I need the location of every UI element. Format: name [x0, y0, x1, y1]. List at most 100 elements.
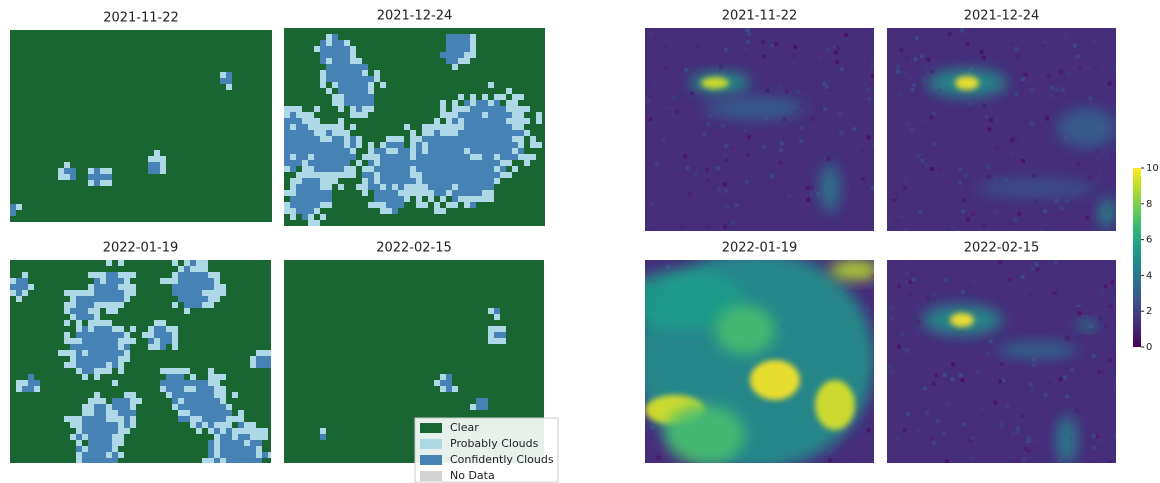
cloud-cell [296, 124, 302, 130]
noise-cell [1108, 444, 1112, 448]
cloud-cell [494, 106, 500, 112]
heatmap [645, 28, 877, 231]
cloud-cell [16, 284, 22, 290]
cloud-cell [410, 190, 416, 196]
cloud-cell [308, 208, 314, 214]
cloud-cell [34, 386, 40, 392]
noise-cell [1065, 33, 1069, 37]
cloud-cell [470, 40, 476, 46]
cloud-cell [404, 166, 410, 172]
noise-cell [1025, 390, 1029, 394]
cloud-cell [500, 166, 506, 172]
cloud-cell [88, 422, 94, 428]
cloud-cell [112, 410, 118, 416]
heatmap [887, 260, 1120, 466]
noise-cell [993, 401, 997, 405]
cloud-cell [220, 72, 226, 78]
noise-cell [1013, 218, 1017, 222]
noise-cell [1020, 414, 1024, 418]
noise-cell [933, 292, 937, 296]
noise-cell [778, 214, 782, 218]
cloud-cell [458, 172, 464, 178]
noise-cell [814, 144, 818, 148]
cloud-cell [220, 404, 226, 410]
cloud-cell [464, 178, 470, 184]
cloud-cell [404, 184, 410, 190]
noise-cell [1110, 280, 1114, 284]
cloud-cell [512, 124, 518, 130]
cloud-cell [500, 338, 506, 344]
noise-cell [936, 419, 940, 423]
noise-cell [816, 192, 820, 196]
cloud-cell [10, 204, 16, 210]
cloud-mask [10, 30, 272, 222]
cloud-cell [488, 196, 494, 202]
noise-cell [942, 158, 946, 162]
noise-cell [1091, 462, 1095, 466]
cloud-cell [268, 452, 271, 458]
cloud-cell [344, 172, 350, 178]
noise-cell [811, 116, 815, 120]
noise-cell [721, 124, 725, 128]
noise-cell [789, 29, 793, 33]
cloud-cell [404, 172, 410, 178]
noise-cell [1011, 137, 1015, 141]
cloud-cell [106, 344, 112, 350]
cloud-cell [452, 148, 458, 154]
cloud-cell [320, 70, 326, 76]
cloud-cell [196, 416, 202, 422]
cloud-cell [494, 326, 500, 332]
noise-cell [890, 305, 894, 309]
cloud-cell [494, 124, 500, 130]
noise-cell [897, 345, 901, 349]
cloud-cell [284, 130, 290, 136]
cloud-cell [518, 148, 524, 154]
cloud-cell [112, 428, 118, 434]
cloud-cell [220, 422, 226, 428]
cloud-cell [82, 326, 88, 332]
cloud-cell [518, 118, 524, 124]
noise-cell [707, 225, 711, 229]
cloud-cell [290, 214, 296, 220]
noise-cell [840, 135, 844, 139]
cloud-cell [10, 278, 16, 284]
noise-cell [1047, 74, 1051, 78]
noise-cell [932, 441, 936, 445]
cloud-cell [458, 40, 464, 46]
cloud-cell [494, 166, 500, 172]
cloud-cell [464, 100, 470, 106]
cloud-cell [184, 278, 190, 284]
cloud-cell [94, 440, 100, 446]
cloud-cell [410, 136, 416, 142]
cloud-cell [320, 196, 326, 202]
noise-cell [867, 97, 871, 101]
cloud-cell [70, 350, 76, 356]
cloud-cell [464, 52, 470, 58]
cloud-cell [344, 82, 350, 88]
cloud-cell [422, 124, 428, 130]
cloud-cell [314, 160, 320, 166]
noise-cell [1029, 389, 1033, 393]
cloud-cell [362, 166, 368, 172]
legend-label: Confidently Clouds [450, 453, 554, 466]
cloud-cell [290, 130, 296, 136]
cloud-cell [22, 278, 28, 284]
colorbar-tick-label: 0 [1146, 342, 1152, 353]
cloud-cell [356, 88, 362, 94]
cloud-cell [178, 278, 184, 284]
cloud-cell [118, 260, 124, 266]
noise-cell [970, 387, 974, 391]
noise-cell [1021, 275, 1025, 279]
cloud-cell [446, 184, 452, 190]
cloud-cell [100, 180, 106, 186]
cloud-cell [398, 184, 404, 190]
cloud-cell [428, 166, 434, 172]
noise-cell [943, 373, 947, 377]
cloud-cell [446, 58, 452, 64]
noise-cell [1076, 162, 1080, 166]
cloud-cell [196, 428, 202, 434]
cloud-cell [262, 452, 268, 458]
cloud-cell [482, 112, 488, 118]
cloud-cell [238, 428, 244, 434]
noise-cell [1032, 363, 1036, 367]
